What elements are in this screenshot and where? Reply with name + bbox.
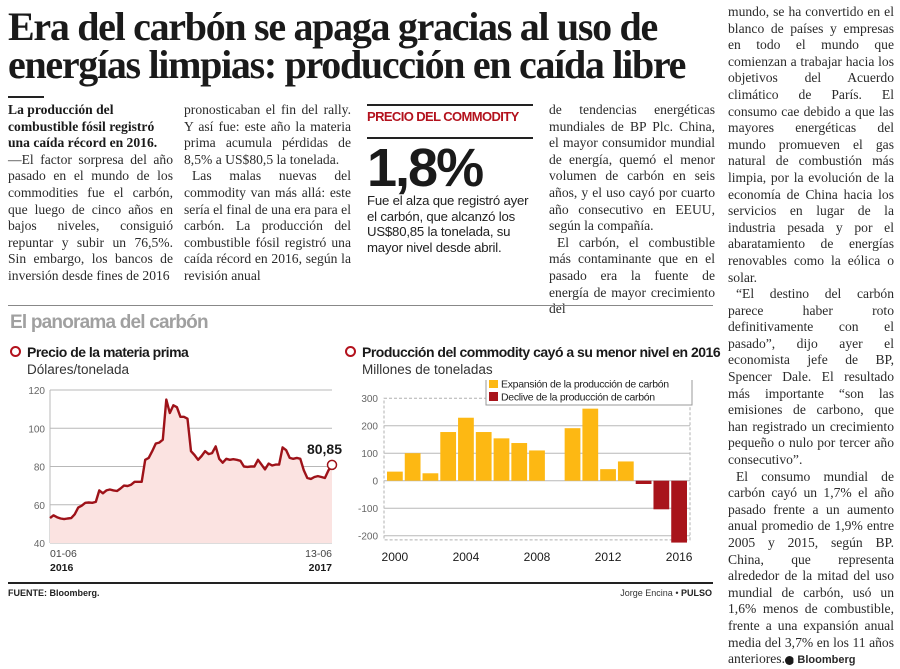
- footer-divider: [8, 582, 713, 584]
- article-column-5: mundo, se ha convertido en el blanco de …: [728, 4, 894, 669]
- bar-chart-subtitle: Millones de toneladas: [362, 362, 493, 377]
- y-tick-label: 300: [361, 394, 378, 405]
- x-tick-year: 2017: [309, 562, 333, 574]
- y-tick-label: 100: [28, 424, 45, 435]
- section-divider: [8, 305, 713, 306]
- price-area: [50, 399, 332, 543]
- x-tick-label: 2000: [382, 550, 409, 564]
- article-paragraph: —El factor sorpresa del año pasado en el…: [8, 151, 173, 283]
- footer-separator: •: [672, 588, 681, 598]
- article-paragraph: El carbón, el combustible más contaminan…: [549, 234, 715, 317]
- article-paragraph: “El destino del carbón parece haber roto…: [728, 286, 894, 468]
- y-tick-label: 40: [34, 539, 46, 550]
- bar-2005: [475, 432, 492, 481]
- footer-author: Jorge Encina: [620, 588, 673, 598]
- y-tick-label: -100: [358, 504, 378, 515]
- legend-swatch-decline: [489, 392, 498, 401]
- factbox-mid-rule: [367, 137, 533, 139]
- legend-box: [485, 380, 693, 406]
- legend-label-decline: Declive de la producción de carbón: [501, 392, 655, 404]
- bullet-circle-icon: [345, 346, 356, 357]
- bar-2012: [600, 469, 616, 481]
- y-tick-label: 120: [28, 386, 45, 397]
- line-chart-subtitle: Dólares/tonelada: [27, 362, 130, 377]
- bar-2013: [617, 461, 634, 481]
- bar-2002: [422, 473, 439, 481]
- end-point-marker: [326, 459, 338, 471]
- bar-2000: [387, 471, 403, 481]
- bar-chart-title: Producción del commodity cayó a su menor…: [362, 344, 721, 360]
- factbox-value: 1,8%: [367, 138, 484, 198]
- line-chart-title: Precio de la materia prima: [27, 344, 189, 360]
- article-column-1: La producción del combustible fósil regi…: [8, 102, 173, 285]
- bar-2010: [564, 428, 581, 481]
- factbox: PRECIO DEL COMMODITY 1,8% Fue el alza qu…: [367, 104, 533, 255]
- bar-2015: [653, 480, 670, 510]
- bar-chart-header: Producción del commodity cayó a su menor…: [345, 344, 721, 377]
- factbox-description: Fue el alza que registró ayer el carbón,…: [367, 193, 529, 255]
- bar-2003: [440, 432, 457, 481]
- x-tick-label: 2004: [453, 550, 480, 564]
- price-line: [49, 398, 334, 521]
- headline-divider: [8, 96, 44, 98]
- bar-2007: [511, 443, 528, 481]
- footer-credit: Jorge Encina • PULSO: [606, 588, 712, 598]
- y-tick-label: 100: [361, 449, 378, 460]
- y-tick-label: 80: [34, 463, 46, 474]
- x-tick-label: 01-06: [50, 548, 77, 560]
- line-chart-header: Precio de la materia prima Dólares/tonel…: [10, 344, 189, 377]
- bar-2006: [493, 438, 510, 481]
- bar-2011: [582, 408, 599, 481]
- x-tick-label: 2012: [595, 550, 622, 564]
- y-tick-label: 0: [372, 477, 378, 488]
- headline-line-2: energías limpias: producción en caída li…: [8, 42, 686, 87]
- x-tick-year: 2016: [50, 562, 74, 574]
- factbox-top-rule: [367, 104, 533, 106]
- article-column-2: pronosticaban el fin del rally. Y así fu…: [184, 102, 351, 285]
- footer-source: FUENTE: Bloomberg.: [8, 588, 100, 598]
- bar-chart: -200 -100 0 100 200 300 2000 2004 2008 2012 2016 Ex…: [358, 380, 693, 564]
- factbox-label: PRECIO DEL COMMODITY: [367, 109, 519, 124]
- end-value-label: 80,85: [307, 441, 342, 457]
- bar-2008: [529, 450, 545, 481]
- article-lead: La producción del combustible fósil regi…: [8, 102, 158, 151]
- x-tick-label: 2016: [666, 550, 693, 564]
- signoff-name: Bloomberg: [797, 654, 856, 667]
- article-paragraph-text: El consumo mundial de carbón cayó un 1,7…: [728, 468, 894, 667]
- bloomberg-logo-icon: B: [785, 656, 798, 666]
- y-tick-label: -200: [358, 532, 378, 543]
- article-column-4: de tendencias energéticas mundiales de B…: [549, 102, 715, 318]
- y-tick-label: 60: [34, 501, 46, 512]
- bar-2004: [458, 417, 474, 481]
- legend-label-expansion: Expansión de la producción de carbón: [501, 380, 669, 391]
- x-tick-label: 2008: [524, 550, 551, 564]
- bar-2016: [671, 480, 687, 543]
- legend-swatch-expansion: [489, 380, 498, 388]
- x-tick-label: 13-06: [305, 548, 332, 560]
- headline: Era del carbón se apaga gracias al uso d…: [8, 4, 713, 87]
- article-paragraph: pronosticaban el fin del rally. Y así fu…: [184, 102, 351, 167]
- section-title: El panorama del carbón: [10, 312, 209, 333]
- bullet-circle-icon: [10, 346, 21, 357]
- bar-2014: [635, 480, 652, 484]
- article-paragraph: de tendencias energéticas mundiales de B…: [549, 102, 715, 234]
- article-paragraph: mundo, se ha convertido en el blanco de …: [728, 4, 894, 285]
- article-paragraph: El consumo mundial de carbón cayó un 1,7…: [728, 469, 894, 669]
- article-paragraph: Las malas nuevas del commodity van más a…: [184, 168, 351, 283]
- line-chart: 40 60 80 100 120 80,85 01-06 2016 13-06 2017: [28, 386, 342, 574]
- y-tick-label: 200: [361, 422, 378, 433]
- bar-2001: [404, 453, 421, 481]
- footer-publication: PULSO: [680, 588, 712, 598]
- headline-line-1: Era del carbón se apaga gracias al uso d…: [8, 4, 658, 49]
